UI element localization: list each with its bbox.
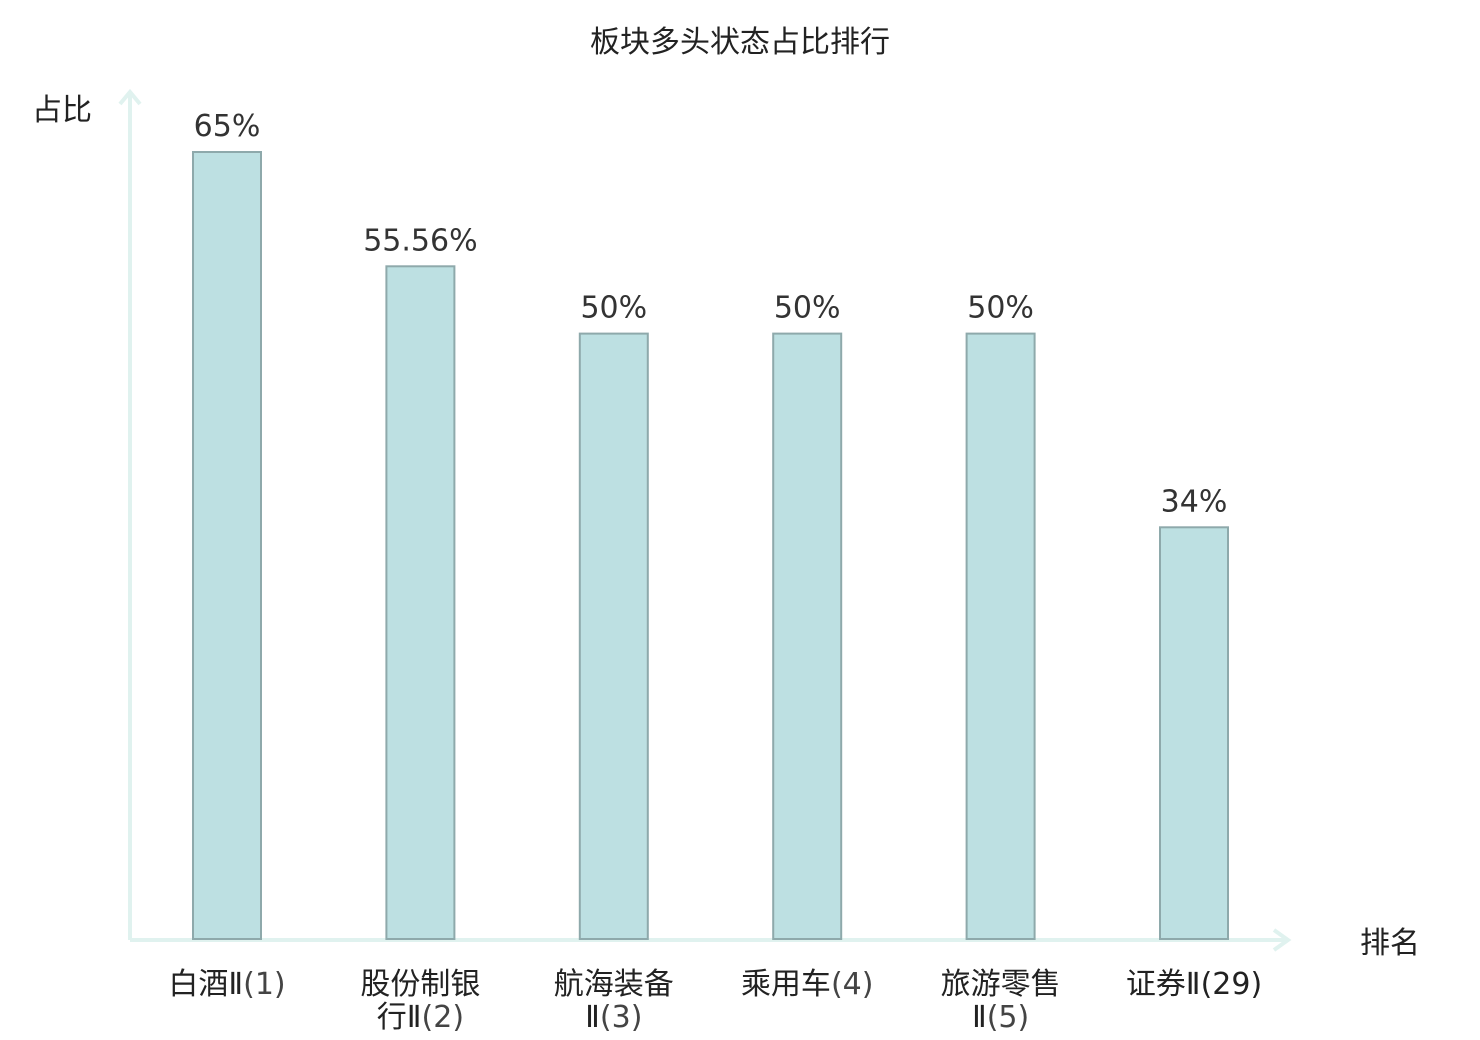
bar bbox=[578, 332, 649, 941]
category-label: 股份制银 bbox=[360, 967, 480, 1002]
bar bbox=[965, 332, 1036, 941]
category-label: Ⅱ(3) bbox=[585, 1000, 642, 1035]
x-axis-label: 排名 bbox=[1360, 926, 1420, 961]
category-label: 旅游零售 bbox=[941, 967, 1061, 1002]
chart-title: 板块多头状态占比排行 bbox=[590, 25, 890, 60]
bar bbox=[772, 332, 843, 941]
bar-value-label: 50% bbox=[774, 291, 841, 326]
category-label: 航海装备 bbox=[554, 967, 674, 1002]
y-axis-label: 占比 bbox=[32, 93, 92, 128]
category-label: 乘用车(4) bbox=[741, 967, 874, 1002]
x-axis bbox=[130, 928, 1292, 952]
category-label: 证券Ⅱ(29) bbox=[1126, 967, 1262, 1002]
bar bbox=[1159, 526, 1229, 940]
bar-value-label: 50% bbox=[580, 291, 647, 326]
category-label: 行Ⅱ(2) bbox=[377, 1000, 464, 1035]
category-label: Ⅱ(5) bbox=[972, 1000, 1029, 1035]
bar-value-label: 55.56% bbox=[363, 223, 477, 258]
bar-value-label: 65% bbox=[194, 109, 261, 144]
category-label: 白酒Ⅱ(1) bbox=[168, 967, 285, 1002]
bar bbox=[192, 151, 262, 940]
value-labels: 65% 55.56% 50% 50% 50% 34% bbox=[194, 109, 1228, 519]
bar-value-label: 34% bbox=[1161, 484, 1228, 519]
y-axis bbox=[118, 88, 142, 940]
bar-value-label: 50% bbox=[967, 291, 1034, 326]
bar bbox=[385, 265, 456, 940]
bar-series bbox=[192, 151, 1229, 941]
